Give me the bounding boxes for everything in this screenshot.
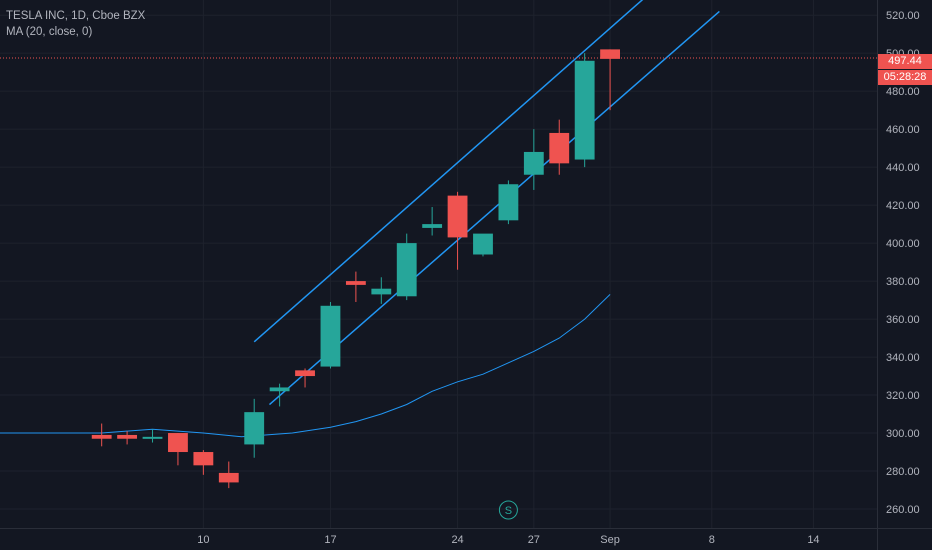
candle bbox=[523, 129, 544, 190]
x-tick-label: 10 bbox=[197, 534, 209, 546]
channel-trendline[interactable] bbox=[253, 0, 651, 343]
channel-layer[interactable] bbox=[253, 0, 720, 406]
candle bbox=[244, 398, 265, 458]
y-tick-label: 420.00 bbox=[886, 200, 920, 212]
countdown-badge: 05:28:28 bbox=[878, 70, 932, 85]
price-axis[interactable]: 260.00 280.00 300.00 320.00 340.00 360.00 380.… bbox=[877, 0, 920, 550]
channel-trendline[interactable] bbox=[268, 10, 720, 406]
split-marker-circle bbox=[498, 500, 518, 520]
candle bbox=[320, 301, 341, 369]
grid bbox=[0, 0, 877, 528]
candle bbox=[371, 277, 392, 304]
split-marker-label: S bbox=[505, 505, 512, 517]
x-tick-label: Sep bbox=[600, 534, 620, 546]
candle-body bbox=[498, 184, 519, 221]
symbol-title[interactable]: TESLA INC, 1D, Cboe BZX bbox=[6, 10, 146, 22]
x-tick-label: 27 bbox=[528, 534, 540, 546]
candle-body bbox=[422, 224, 443, 228]
chart-legend: TESLA INC, 1D, Cboe BZX MA (20, close, 0… bbox=[6, 8, 145, 40]
candle-body bbox=[244, 412, 265, 445]
candle-body bbox=[345, 281, 366, 285]
candle-body bbox=[142, 436, 163, 439]
y-tick-label: 280.00 bbox=[886, 466, 920, 478]
candle-body bbox=[168, 433, 188, 453]
x-tick-label: 8 bbox=[709, 534, 715, 546]
candle-body bbox=[473, 233, 493, 255]
candle-body bbox=[600, 49, 621, 59]
moving-average-line bbox=[0, 294, 611, 438]
candle-body bbox=[574, 60, 595, 160]
time-axis[interactable]: 10 17 24 27 Sep 8 14 bbox=[0, 528, 932, 547]
candle bbox=[473, 233, 493, 257]
candle-body bbox=[269, 387, 290, 392]
candle-body bbox=[523, 151, 544, 175]
y-tick-label: 380.00 bbox=[886, 276, 920, 288]
candle bbox=[295, 368, 315, 388]
x-tick-label: 17 bbox=[324, 534, 336, 546]
candle bbox=[498, 180, 519, 225]
candlestick-series bbox=[91, 49, 621, 489]
y-tick-label: 320.00 bbox=[886, 390, 920, 402]
y-tick-label: 300.00 bbox=[886, 428, 920, 440]
candle bbox=[574, 53, 595, 168]
y-tick-label: 480.00 bbox=[886, 86, 920, 98]
y-tick-label: 520.00 bbox=[886, 10, 920, 22]
candle bbox=[269, 383, 290, 407]
y-tick-label: 400.00 bbox=[886, 238, 920, 250]
candle-body bbox=[371, 288, 392, 295]
ma-indicator-label[interactable]: MA (20, close, 0) bbox=[6, 26, 93, 38]
y-tick-label: 440.00 bbox=[886, 162, 920, 174]
y-tick-label: 340.00 bbox=[886, 352, 920, 364]
split-marker[interactable]: S bbox=[498, 500, 518, 520]
candle-body bbox=[91, 434, 112, 439]
candle bbox=[345, 271, 366, 302]
candle-body bbox=[295, 370, 315, 377]
candle-body bbox=[549, 132, 570, 164]
candle bbox=[91, 423, 112, 447]
candle bbox=[193, 450, 214, 475]
candle bbox=[447, 191, 468, 270]
candle-body bbox=[218, 472, 239, 483]
candle-body bbox=[117, 434, 138, 439]
candle bbox=[117, 431, 138, 445]
candle bbox=[396, 233, 417, 301]
candle bbox=[422, 207, 443, 236]
candle bbox=[549, 119, 570, 175]
candle bbox=[168, 433, 188, 466]
x-tick-label: 24 bbox=[451, 534, 463, 546]
candle bbox=[218, 461, 239, 489]
candle bbox=[142, 429, 163, 443]
y-tick-label: 460.00 bbox=[886, 124, 920, 136]
y-tick-label: 260.00 bbox=[886, 504, 920, 516]
moving-average-layer bbox=[0, 294, 611, 438]
candle-body bbox=[320, 305, 341, 367]
last-price-badge: 497.44 bbox=[878, 54, 932, 69]
candle-body bbox=[447, 195, 468, 238]
candle bbox=[600, 49, 621, 111]
candle-body bbox=[396, 243, 417, 297]
x-tick-label: 14 bbox=[807, 534, 819, 546]
candle-body bbox=[193, 452, 214, 466]
y-tick-label: 360.00 bbox=[886, 314, 920, 326]
